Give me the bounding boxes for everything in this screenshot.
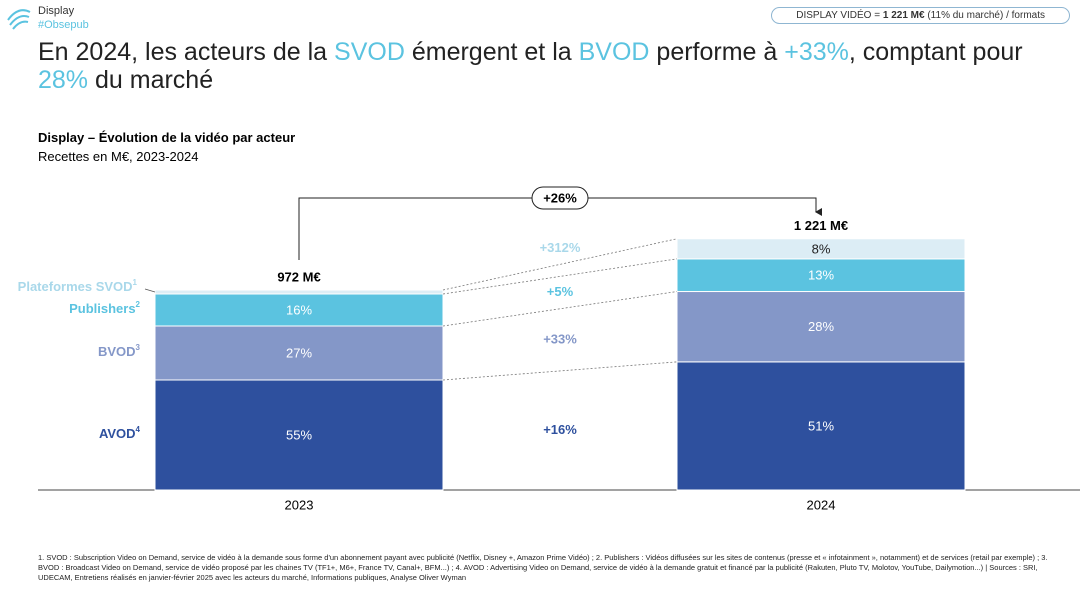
series-label: Plateformes SVOD1	[18, 278, 138, 294]
series-note: 1	[133, 278, 138, 287]
data-label: 16%	[286, 302, 312, 317]
title-segment: du marché	[88, 66, 214, 94]
data-label: 13%	[808, 268, 834, 283]
growth-label: +33%	[543, 331, 577, 346]
growth-label: +5%	[547, 284, 574, 299]
title-segment: BVOD	[578, 38, 650, 66]
data-label: 8%	[812, 241, 831, 256]
series-note: 3	[136, 343, 141, 352]
series-label: AVOD4	[99, 425, 141, 441]
growth-label: +16%	[543, 422, 577, 437]
bar-segment	[154, 379, 444, 491]
bar-segment	[154, 293, 444, 327]
total-label: 972 M€	[277, 269, 320, 284]
series-note: 2	[136, 300, 141, 309]
x-tick-label: 2024	[807, 497, 836, 512]
data-label: 51%	[808, 418, 834, 433]
bar-segment	[154, 325, 444, 381]
data-label: 55%	[286, 427, 312, 442]
title-segment: émergent et la	[404, 38, 579, 66]
total-label: 1 221 M€	[794, 218, 848, 233]
series-note: 4	[136, 425, 141, 434]
logo	[7, 9, 31, 30]
growth-badge	[531, 186, 589, 210]
data-label: 27%	[286, 345, 312, 360]
series-name: AVOD	[99, 426, 136, 441]
series-name: BVOD	[98, 344, 136, 359]
bar-segment	[676, 258, 966, 293]
bar-segment	[154, 289, 444, 295]
data-label: 28%	[808, 319, 834, 334]
bar-segment	[676, 361, 966, 491]
connector	[442, 258, 678, 295]
bar-segment	[676, 238, 966, 260]
title-segment: performe à	[649, 38, 785, 66]
connector	[442, 291, 678, 327]
label-leader	[144, 288, 156, 293]
brand-tag: #Obsepub	[38, 19, 89, 31]
bar-segment	[676, 291, 966, 363]
title-segment: En 2024, les acteurs de la	[38, 38, 335, 66]
chart-units: Recettes en M€, 2023-2024	[38, 149, 199, 164]
badge-value: 1 221 M€	[882, 10, 925, 21]
growth-total: +26%	[543, 190, 577, 205]
growth-label: +312%	[540, 240, 581, 255]
chart-title: En 2024, les acteurs de la SVOD émergent…	[38, 38, 1023, 94]
x-tick-label: 2023	[285, 497, 314, 512]
title-segment: , comptant pour	[848, 38, 1023, 66]
title-line: En 2024, les acteurs de la SVOD émergent…	[38, 38, 1023, 66]
connector	[442, 361, 678, 381]
badge: DISPLAY VIDÉO = 1 221 M€ (11% du marché)…	[771, 7, 1070, 24]
chart-subtitle: Display – Évolution de la vidéo par acte…	[38, 130, 296, 145]
brand-name: Display	[38, 5, 75, 17]
footnote: 1. SVOD : Subscription Video on Demand, …	[38, 553, 1048, 582]
series-name: Publishers	[69, 301, 135, 316]
series-label: Publishers2	[69, 300, 140, 316]
title-segment: 28%	[38, 66, 89, 94]
brand: Display #Obsepub	[38, 4, 89, 32]
title-segment: SVOD	[334, 38, 405, 66]
series-label: BVOD3	[98, 343, 141, 359]
badge-text: DISPLAY VIDÉO =	[796, 10, 883, 21]
badge-text: (11% du marché) / formats	[924, 10, 1045, 21]
title-segment: +33%	[784, 38, 849, 66]
title-line: 28% du marché	[38, 66, 1023, 94]
subtitle-block: Display – Évolution de la vidéo par acte…	[38, 128, 295, 166]
series-name: Plateformes SVOD	[18, 279, 133, 294]
